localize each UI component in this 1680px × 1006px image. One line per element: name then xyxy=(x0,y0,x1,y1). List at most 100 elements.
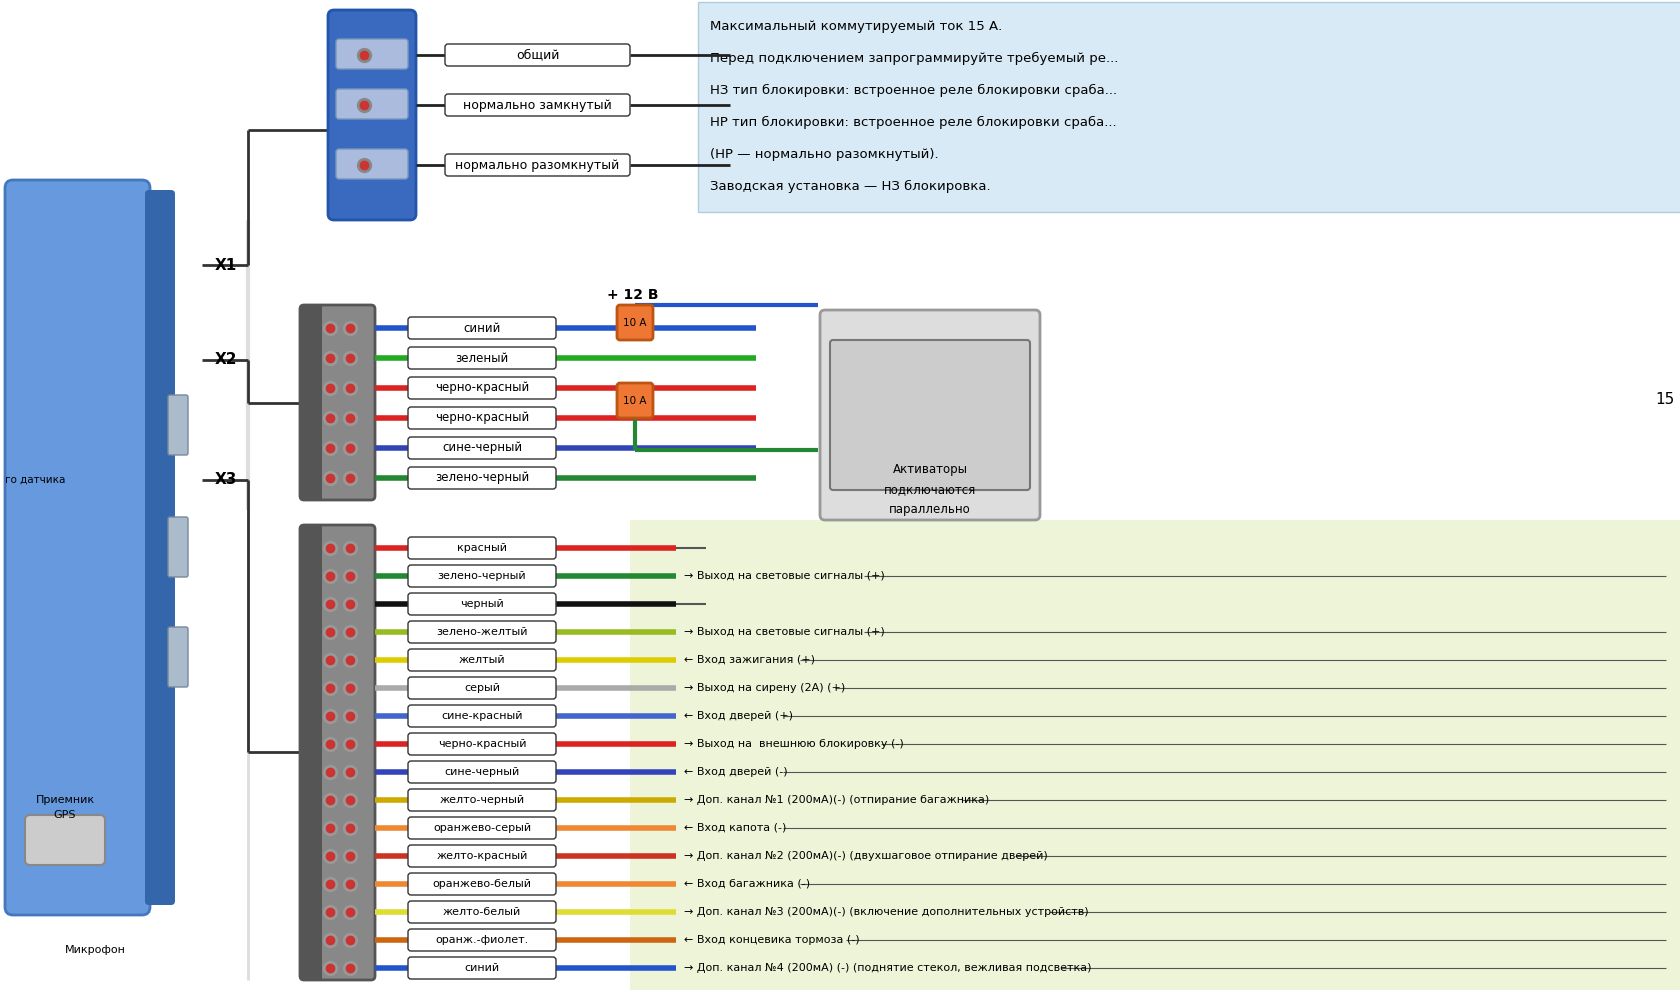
FancyBboxPatch shape xyxy=(445,94,630,116)
Text: оранжево-серый: оранжево-серый xyxy=(433,823,531,833)
FancyBboxPatch shape xyxy=(408,317,556,339)
Text: синий: синий xyxy=(464,322,501,335)
FancyBboxPatch shape xyxy=(617,383,652,418)
Bar xyxy=(630,520,1680,990)
Text: желто-белый: желто-белый xyxy=(442,907,521,917)
Text: (НР — нормально разомкнутый).: (НР — нормально разомкнутый). xyxy=(709,148,937,161)
Text: → Выход на световые сигналы (+): → Выход на световые сигналы (+) xyxy=(684,627,884,637)
FancyBboxPatch shape xyxy=(408,407,556,429)
FancyBboxPatch shape xyxy=(299,525,375,980)
Text: сине-черный: сине-черный xyxy=(444,767,519,777)
FancyBboxPatch shape xyxy=(408,593,556,615)
Text: зеленый: зеленый xyxy=(455,351,509,364)
Text: общий: общий xyxy=(516,48,559,61)
FancyBboxPatch shape xyxy=(408,621,556,643)
Text: нормально замкнутый: нормально замкнутый xyxy=(464,99,612,112)
Text: НР тип блокировки: встроенное реле блокировки сраба...: НР тип блокировки: встроенное реле блоки… xyxy=(709,116,1116,129)
Text: оранжево-белый: оранжево-белый xyxy=(432,879,531,889)
FancyBboxPatch shape xyxy=(408,873,556,895)
Text: серый: серый xyxy=(464,683,499,693)
Text: Микрофон: Микрофон xyxy=(66,945,126,955)
FancyBboxPatch shape xyxy=(408,677,556,699)
FancyBboxPatch shape xyxy=(408,347,556,369)
Bar xyxy=(697,2,1680,212)
FancyBboxPatch shape xyxy=(408,957,556,979)
Text: 10 А: 10 А xyxy=(623,318,647,328)
FancyBboxPatch shape xyxy=(617,305,652,340)
Text: НЗ тип блокировки: встроенное реле блокировки сраба...: НЗ тип блокировки: встроенное реле блоки… xyxy=(709,83,1117,97)
FancyBboxPatch shape xyxy=(5,180,150,915)
Text: го датчика: го датчика xyxy=(5,475,66,485)
Text: ← Вход зажигания (+): ← Вход зажигания (+) xyxy=(684,655,815,665)
FancyBboxPatch shape xyxy=(408,565,556,586)
FancyBboxPatch shape xyxy=(408,649,556,671)
Text: желтый: желтый xyxy=(459,655,506,665)
FancyBboxPatch shape xyxy=(408,817,556,839)
Text: X3: X3 xyxy=(215,473,237,488)
FancyBboxPatch shape xyxy=(408,789,556,811)
FancyBboxPatch shape xyxy=(336,149,408,179)
FancyBboxPatch shape xyxy=(408,845,556,867)
Text: красный: красный xyxy=(457,543,507,553)
FancyBboxPatch shape xyxy=(168,517,188,577)
FancyBboxPatch shape xyxy=(336,39,408,69)
Text: черно-красный: черно-красный xyxy=(435,381,529,394)
Text: ← Вход багажника (-): ← Вход багажника (-) xyxy=(684,879,810,889)
Text: зелено-черный: зелено-черный xyxy=(435,472,529,485)
Text: → Выход на  внешнюю блокировку (-): → Выход на внешнюю блокировку (-) xyxy=(684,739,904,749)
Text: Перед подключением запрограммируйте требуемый ре...: Перед подключением запрограммируйте треб… xyxy=(709,52,1117,65)
FancyBboxPatch shape xyxy=(445,44,630,66)
Text: ← Вход дверей (-): ← Вход дверей (-) xyxy=(684,767,788,777)
Text: нормально разомкнутый: нормально разомкнутый xyxy=(455,159,620,171)
FancyBboxPatch shape xyxy=(408,377,556,399)
FancyBboxPatch shape xyxy=(408,467,556,489)
Text: ← Вход концевика тормоза (-): ← Вход концевика тормоза (-) xyxy=(684,935,858,945)
Text: черно-красный: черно-красный xyxy=(435,411,529,425)
Text: → Доп. канал №1 (200мА)(-) (отпирание багажника): → Доп. канал №1 (200мА)(-) (отпирание ба… xyxy=(684,795,988,805)
Text: ← Вход дверей (+): ← Вход дверей (+) xyxy=(684,711,793,721)
Text: сине-черный: сине-черный xyxy=(442,442,522,455)
Text: оранж.-фиолет.: оранж.-фиолет. xyxy=(435,935,528,945)
FancyBboxPatch shape xyxy=(168,627,188,687)
Text: желто-красный: желто-красный xyxy=(437,851,528,861)
Text: → Доп. канал №3 (200мА)(-) (включение дополнительных устройств): → Доп. канал №3 (200мА)(-) (включение до… xyxy=(684,907,1089,917)
Text: зелено-черный: зелено-черный xyxy=(437,571,526,581)
FancyBboxPatch shape xyxy=(25,815,104,865)
Text: Приемник: Приемник xyxy=(35,795,94,805)
FancyBboxPatch shape xyxy=(408,733,556,754)
FancyBboxPatch shape xyxy=(299,305,375,500)
FancyBboxPatch shape xyxy=(144,190,175,905)
FancyBboxPatch shape xyxy=(408,437,556,459)
FancyBboxPatch shape xyxy=(445,154,630,176)
Text: → Выход на сирену (2А) (+): → Выход на сирену (2А) (+) xyxy=(684,683,845,693)
Text: Активаторы: Активаторы xyxy=(892,464,968,477)
FancyBboxPatch shape xyxy=(408,901,556,923)
Text: X2: X2 xyxy=(215,352,237,367)
Bar xyxy=(299,525,323,980)
FancyBboxPatch shape xyxy=(408,537,556,559)
FancyBboxPatch shape xyxy=(168,395,188,455)
FancyBboxPatch shape xyxy=(408,929,556,951)
Text: 15: 15 xyxy=(1655,392,1673,407)
Text: + 12 В: + 12 В xyxy=(606,288,659,302)
FancyBboxPatch shape xyxy=(336,89,408,119)
Text: → Доп. канал №2 (200мА)(-) (двухшаговое отпирание дверей): → Доп. канал №2 (200мА)(-) (двухшаговое … xyxy=(684,851,1047,861)
Text: параллельно: параллельно xyxy=(889,503,971,516)
Text: синий: синий xyxy=(464,963,499,973)
FancyBboxPatch shape xyxy=(830,340,1030,490)
FancyBboxPatch shape xyxy=(408,761,556,783)
Text: → Выход на световые сигналы (+): → Выход на световые сигналы (+) xyxy=(684,571,884,581)
Bar xyxy=(299,305,323,500)
FancyBboxPatch shape xyxy=(328,10,415,220)
Text: Заводская установка — НЗ блокировка.: Заводская установка — НЗ блокировка. xyxy=(709,180,990,193)
Text: → Доп. канал №4 (200мА) (-) (поднятие стекол, вежливая подсветка): → Доп. канал №4 (200мА) (-) (поднятие ст… xyxy=(684,963,1090,973)
Text: GPS: GPS xyxy=(54,810,76,820)
Text: желто-черный: желто-черный xyxy=(438,795,524,805)
Text: зелено-желтый: зелено-желтый xyxy=(437,627,528,637)
Text: подключаются: подключаются xyxy=(884,484,976,497)
Text: 10 А: 10 А xyxy=(623,396,647,406)
Text: черный: черный xyxy=(460,599,504,609)
Text: ← Вход капота (-): ← Вход капота (-) xyxy=(684,823,786,833)
Text: Максимальный коммутируемый ток 15 А.: Максимальный коммутируемый ток 15 А. xyxy=(709,20,1001,33)
Text: черно-красный: черно-красный xyxy=(437,739,526,749)
